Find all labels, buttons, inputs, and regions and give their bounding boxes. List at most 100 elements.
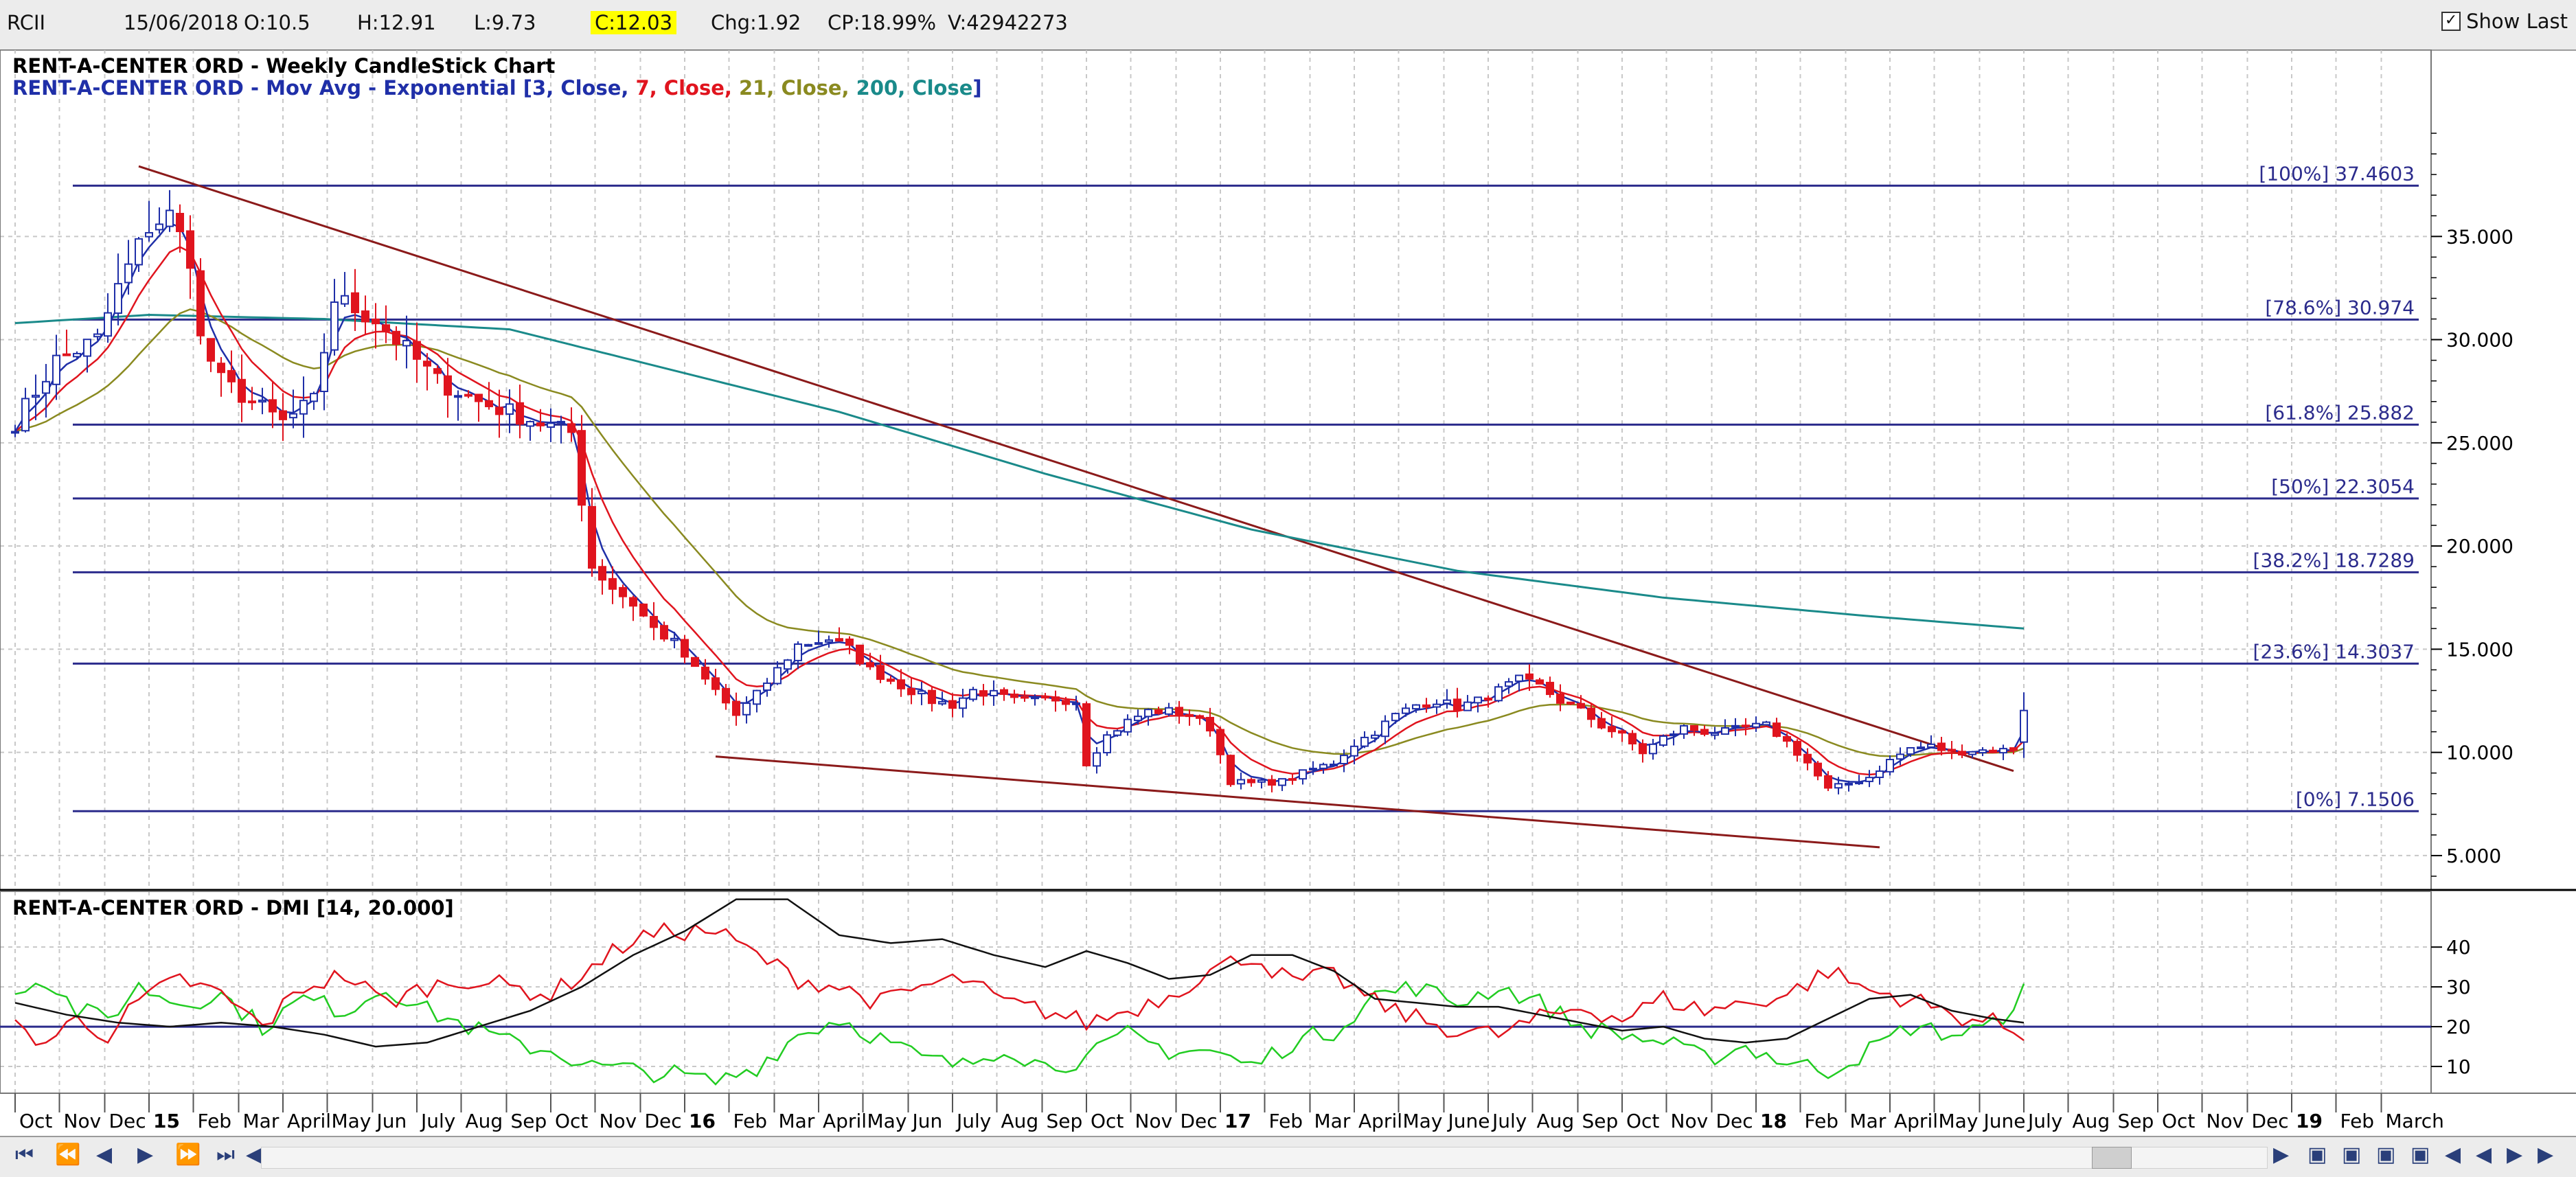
candle-body xyxy=(1762,721,1770,726)
candle-body xyxy=(52,354,60,385)
date-tick-label: Jun xyxy=(911,1110,943,1132)
candle-body xyxy=(1886,759,1894,773)
candle-body xyxy=(11,431,19,434)
scroll-left-button[interactable]: ◀ xyxy=(246,1143,262,1167)
candle-body xyxy=(1773,722,1781,738)
candle-body xyxy=(1412,704,1420,710)
candle-body xyxy=(681,639,689,658)
candle-body xyxy=(1566,701,1575,705)
candle-body xyxy=(1484,697,1492,701)
candle-body xyxy=(1350,745,1358,757)
candle-body xyxy=(1783,735,1791,742)
candle-body xyxy=(1402,707,1410,714)
show-last-toggle[interactable]: ✓ Show Last xyxy=(2441,10,2568,33)
candle-body xyxy=(258,399,266,403)
candle-body xyxy=(1711,732,1719,736)
candle-body xyxy=(1608,726,1616,733)
date-tick-label: Mar xyxy=(1850,1110,1887,1132)
candle-body xyxy=(866,662,874,667)
date-tick-label: Dec xyxy=(645,1110,682,1132)
zoom-button-3[interactable]: ▣ xyxy=(2376,1143,2396,1167)
date-tick-label: Dec xyxy=(2252,1110,2289,1132)
candle-body xyxy=(979,690,988,697)
candle-body xyxy=(1103,734,1111,754)
candle-body xyxy=(1299,769,1307,780)
nav-back-button[interactable]: ◀ xyxy=(96,1143,113,1167)
pan-right-fast-button[interactable]: ▶ xyxy=(2538,1143,2554,1167)
nav-last-button[interactable]: ⏭ xyxy=(216,1143,235,1167)
candle-body xyxy=(1968,751,1976,755)
candle-body xyxy=(1999,748,2007,754)
candle-body xyxy=(814,642,823,645)
date-tick-label: Nov xyxy=(1135,1110,1173,1132)
fib-level-label: [0%] 7.1506 xyxy=(2296,788,2415,810)
nav-first-button[interactable]: ⏮ xyxy=(15,1143,34,1167)
date-tick-label: 15 xyxy=(153,1110,180,1132)
ema-legend-prefix: RENT-A-CENTER ORD - Mov Avg - Exponentia… xyxy=(12,76,532,100)
pan-right-button[interactable]: ▶ xyxy=(2507,1143,2523,1167)
candle-body xyxy=(742,702,751,716)
candle-body xyxy=(1865,777,1873,782)
candle-body xyxy=(1443,699,1451,705)
candle-body xyxy=(330,301,339,351)
candle-body xyxy=(887,678,895,682)
candle-body xyxy=(722,687,730,704)
candle-body xyxy=(1896,753,1904,760)
candle-body xyxy=(1165,707,1173,715)
candle-body xyxy=(433,368,442,374)
scrollbar-track[interactable] xyxy=(261,1147,2268,1169)
candles xyxy=(11,190,2028,795)
show-last-checkbox[interactable]: ✓ xyxy=(2441,12,2461,31)
candle-body xyxy=(1906,746,1915,755)
candle-body xyxy=(691,656,699,667)
candle-body xyxy=(444,375,452,396)
nav-fast-forward-button[interactable]: ⏩ xyxy=(175,1143,201,1167)
nav-forward-button[interactable]: ▶ xyxy=(137,1143,154,1167)
candle-body xyxy=(351,292,359,314)
candle-body xyxy=(1515,674,1523,682)
ema200-line xyxy=(14,313,2025,630)
price-tick-label: 15.000 xyxy=(2446,638,2514,661)
pan-left-fast-button[interactable]: ◀ xyxy=(2476,1143,2492,1167)
candle-body xyxy=(155,223,163,231)
candle-body xyxy=(639,603,648,617)
zoom-button-4[interactable]: ▣ xyxy=(2410,1143,2430,1167)
date-tick-label: Oct xyxy=(19,1110,52,1132)
pan-left-button[interactable]: ◀ xyxy=(2445,1143,2461,1167)
trendline xyxy=(138,165,2014,773)
date-tick-label: Feb xyxy=(1269,1110,1303,1132)
dmi-chart-title: RENT-A-CENTER ORD - DMI [14, 20.000] xyxy=(12,896,454,919)
candle-body xyxy=(897,679,905,689)
date-tick-label: May xyxy=(1403,1110,1443,1132)
date-tick-label: Sep xyxy=(511,1110,547,1132)
candle-body xyxy=(217,363,225,374)
candle-body xyxy=(1288,778,1297,781)
date-tick-label: Sep xyxy=(1582,1110,1619,1132)
ema-indicator-legend: RENT-A-CENTER ORD - Mov Avg - Exponentia… xyxy=(12,76,982,100)
candle-body xyxy=(238,378,246,403)
date-tick-label: April xyxy=(1894,1110,1938,1132)
candle-body xyxy=(845,638,854,646)
change-pct-label: CP:18.99% xyxy=(828,11,937,34)
candle-body xyxy=(1309,768,1317,771)
candle-body xyxy=(454,395,462,398)
candle-body xyxy=(660,625,668,640)
nav-fast-back-button[interactable]: ⏪ xyxy=(55,1143,81,1167)
candle-body xyxy=(1237,779,1245,785)
chart-area[interactable]: [100%] 37.4603 [78.6%] 30.974 [61.8%] 25.8… xyxy=(0,49,2576,1136)
price-tick-label: 30.000 xyxy=(2446,329,2514,352)
zoom-button-1[interactable]: ▣ xyxy=(2307,1143,2327,1167)
candle-body xyxy=(1021,696,1029,699)
candle-body xyxy=(1474,696,1482,704)
candle-body xyxy=(114,283,122,315)
candle-body xyxy=(505,403,514,415)
candle-body xyxy=(361,310,369,323)
candle-body xyxy=(526,420,534,427)
zoom-button-2[interactable]: ▣ xyxy=(2342,1143,2362,1167)
scrollbar-thumb[interactable] xyxy=(2092,1147,2132,1169)
scroll-right-button[interactable]: ▶ xyxy=(2273,1143,2290,1167)
ema-legend-part: 21, Close, xyxy=(739,76,856,100)
candle-body xyxy=(269,399,277,413)
date-tick-label: Feb xyxy=(2340,1110,2375,1132)
candle-body xyxy=(1948,749,1956,752)
